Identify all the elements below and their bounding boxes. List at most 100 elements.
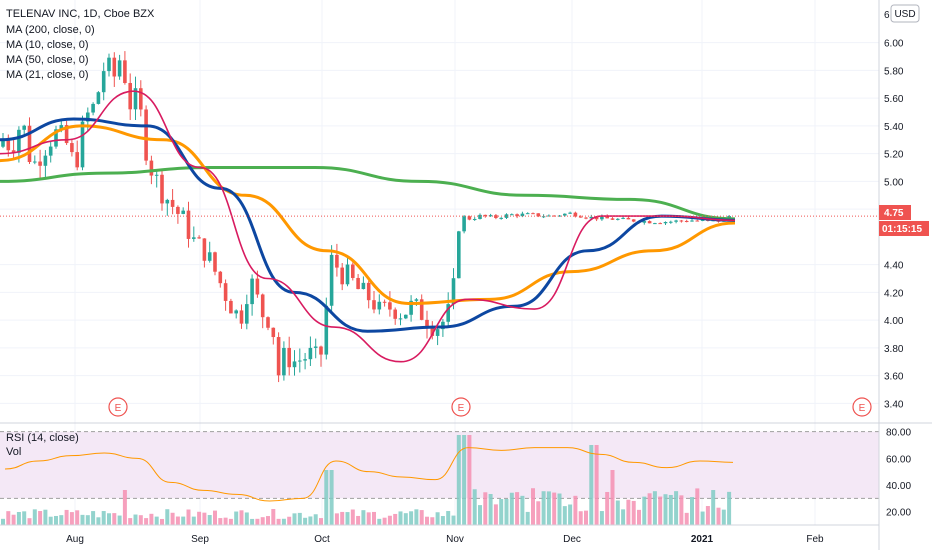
earnings-marker-label: E [458, 403, 465, 414]
rsi-tick-label: 80.00 [886, 428, 911, 439]
volume-bar [721, 509, 726, 525]
volume-bar [462, 435, 467, 525]
candle-body [192, 237, 196, 239]
candle-body [165, 199, 170, 204]
currency-button[interactable]: USD [890, 4, 920, 23]
rsi-tick-label: 60.00 [886, 454, 911, 465]
candle-body [589, 216, 594, 219]
volume-bar [11, 514, 16, 525]
candle-body [700, 219, 705, 221]
candle-body [510, 214, 514, 216]
candle-body [75, 152, 79, 168]
candle-body [43, 155, 48, 166]
volume-bars [1, 435, 732, 525]
volume-bar [170, 512, 175, 525]
volume-indicator-label[interactable]: Vol [6, 446, 21, 458]
volume-bar [674, 491, 679, 525]
candle-body [80, 121, 85, 168]
volume-bar [599, 511, 604, 525]
volume-bar [80, 514, 85, 525]
volume-bar [313, 514, 318, 525]
candle-body [239, 310, 244, 324]
volume-bar [711, 490, 716, 525]
rsi-tick-label: 40.00 [886, 481, 911, 492]
candle-body [313, 346, 318, 348]
volume-bar [456, 435, 461, 525]
candle-body [22, 125, 26, 130]
earnings-marker[interactable]: E [108, 397, 128, 417]
candle-body [568, 212, 572, 214]
volume-bar [578, 511, 583, 525]
volume-bar [1, 518, 5, 525]
volume-bar [382, 517, 387, 525]
candle-body [218, 271, 223, 284]
volume-bar [16, 511, 21, 525]
time-tick-label: Feb [806, 534, 824, 545]
candle-body [425, 319, 429, 328]
candle-body [446, 304, 450, 322]
candle-body [409, 300, 413, 315]
bar-countdown: 01:15:15 [882, 224, 922, 235]
volume-bar [584, 510, 588, 525]
volume-bar [234, 511, 239, 525]
price-tick-label: 6.00 [884, 39, 904, 50]
volume-bar [377, 518, 382, 525]
candle-body [319, 346, 323, 355]
volume-bar [202, 512, 207, 525]
volume-bar [297, 512, 302, 525]
candle-body [515, 214, 519, 217]
volume-bar [536, 501, 541, 525]
candle-body [144, 109, 148, 161]
candle-body [435, 329, 440, 336]
volume-bar [329, 470, 334, 525]
earnings-marker-label: E [115, 403, 122, 414]
volume-bar [568, 504, 573, 525]
candle-body [154, 174, 159, 176]
volume-bar [414, 509, 419, 525]
volume-bar [276, 518, 281, 525]
volume-bar [642, 496, 647, 525]
volume-bar [85, 515, 90, 525]
candle-body [223, 283, 228, 301]
indicator-ma200-label[interactable]: MA (200, close, 0) [6, 24, 95, 36]
time-tick-label: Sep [191, 534, 209, 545]
volume-bar [393, 513, 398, 525]
candle-body [181, 210, 185, 214]
volume-bar [403, 513, 408, 525]
candle-body [594, 216, 599, 220]
volume-bar [366, 512, 371, 525]
volume-bar [38, 511, 43, 525]
volume-bar [191, 516, 196, 525]
symbol-title: TELENAV INC, 1D, Cboe BZX [6, 8, 155, 20]
volume-bar [668, 494, 673, 525]
price-tick-label: 5.40 [884, 122, 904, 133]
candle-body [351, 264, 355, 278]
volume-bar [361, 510, 366, 525]
rsi-axis-labels: 80.00 60.00 40.00 20.00 [886, 428, 911, 519]
rsi-indicator-label[interactable]: RSI (14, close) [6, 432, 79, 444]
indicator-ma50-label[interactable]: MA (50, close, 0) [6, 54, 89, 66]
candle-body [229, 300, 233, 314]
time-tick-label: 2021 [691, 534, 714, 545]
volume-bar [425, 516, 429, 525]
candle-body [531, 213, 535, 215]
earnings-marker[interactable]: E [451, 397, 471, 417]
indicator-ma21-label[interactable]: MA (21, close, 0) [6, 69, 89, 81]
indicator-ma10-label[interactable]: MA (10, close, 0) [6, 39, 89, 51]
volume-bar [658, 496, 663, 525]
volume-bar [308, 516, 313, 525]
candle-body [17, 129, 21, 153]
earnings-marker[interactable]: E [852, 397, 872, 417]
volume-bar [133, 514, 138, 525]
volume-bar [128, 518, 133, 525]
volume-bar [6, 511, 11, 525]
candle-body [430, 327, 435, 336]
candle-body [610, 218, 615, 220]
volume-bar [27, 518, 32, 525]
ma50-line [0, 124, 736, 305]
candle-body [149, 160, 154, 176]
volume-bar [228, 518, 233, 525]
last-price-badge: 4.75 [879, 205, 911, 220]
volume-bar [695, 488, 700, 525]
